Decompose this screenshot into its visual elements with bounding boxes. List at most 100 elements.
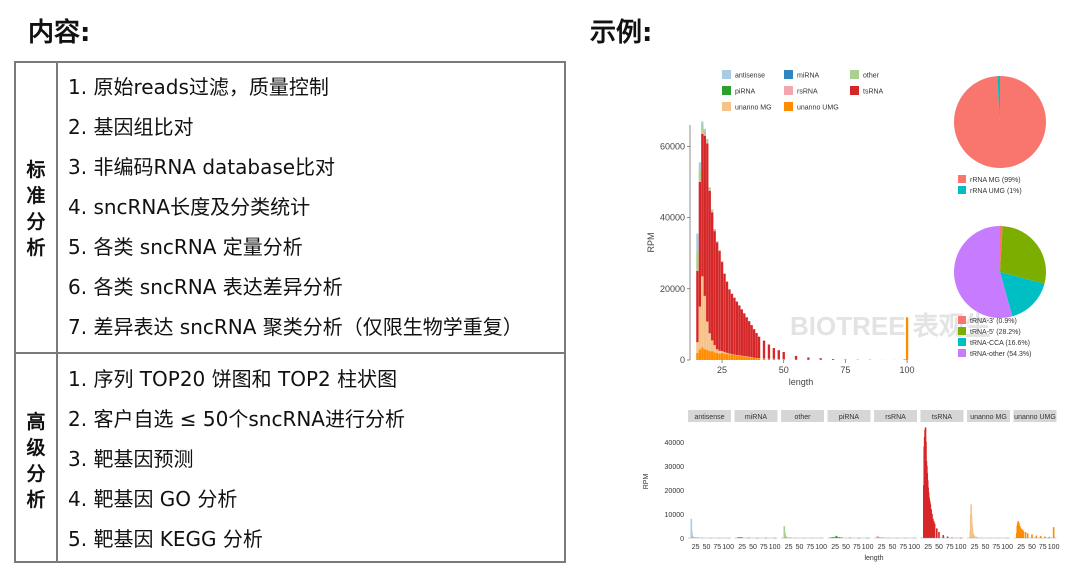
legend-label: piRNA [735,89,756,96]
bar-tsRNA [728,289,731,354]
facet-x-tick-label: 75 [806,544,814,551]
facet-bar [931,513,933,538]
bar-rsRNA [708,189,711,191]
legend-key [850,70,859,79]
bar-tsRNA [807,357,810,360]
list-item: 2. 客户自选 ≤ 50个sncRNA进行分析 [68,407,405,431]
pie-legend-label: tRNA-3' (0.9%) [970,318,1017,325]
facet-x-axis-label: length [864,555,883,562]
bar-unanno_UMG [706,350,709,360]
bar-unanno_UMG [725,353,729,360]
bar-unanno_UMG [782,359,785,360]
facet-label: antisense [695,414,725,421]
facet-bar [1035,535,1038,538]
x-axis-label: length [789,377,814,387]
bar-unanno_UMG [757,358,761,360]
facet-x-tick-label: 75 [853,544,861,551]
facet-bar [1022,530,1025,538]
facet-bar [697,537,699,538]
pie-legend-label: tRNA-other (54.3%) [970,351,1031,358]
bar-tsRNA [772,348,776,359]
facet-x-tick-label: 50 [889,544,897,551]
facet-x-tick-label: 25 [1017,544,1025,551]
example-heading: 示例: [590,18,653,48]
facet-label: piRNA [839,414,860,421]
bar-unanno_UMG [715,352,719,360]
bar-antisense [698,162,702,170]
list-item: 1. 原始reads过滤，质量控制 [68,75,329,99]
facet-label: tsRNA [932,414,953,421]
facet-bar [691,536,694,538]
bar-tsRNA [757,336,761,359]
bar-tsRNA [715,242,719,350]
list-item: 4. 靶基因 GO 分析 [68,487,238,511]
facet-strip [920,410,964,422]
bar-other [696,251,699,270]
bar-unanno_MG [723,352,726,354]
bar-tsRNA [701,133,704,277]
bar-unanno_UMG [745,356,748,360]
bar-tsRNA [730,293,734,355]
facet-y-tick-label: 10000 [665,512,685,519]
bar-unanno_MG [703,295,706,350]
content-heading: 内容: [28,18,91,48]
bar-unanno_UMG [750,357,753,360]
category-char: 分 [26,211,46,233]
facet-x-tick-label: 50 [703,544,711,551]
bar-tsRNA [703,135,706,296]
bar-unanno_UMG [723,353,726,360]
facet-bar [785,536,788,538]
facet-bar [840,537,843,538]
facet-bar [876,536,879,538]
facet-bar [1020,528,1022,538]
facet-bar [738,537,740,538]
facet-y-tick-label: 0 [680,536,684,543]
bar-rsRNA [713,230,716,232]
legend-label: rsRNA [797,89,818,96]
facet-strip [874,410,917,422]
bar-other [698,169,702,181]
table-divider-vertical [56,63,58,561]
facet-x-tick-label: 75 [713,544,721,551]
facet-x-tick-label: 75 [760,544,768,551]
bar-unanno_UMG [698,349,702,360]
facet-x-tick-label: 50 [982,544,990,551]
pie-slice-tRNACCA [1000,272,1045,317]
bar-rsRNA [720,261,724,263]
facet-bar [930,509,932,538]
list-item: 4. sncRNA长度及分类统计 [68,195,311,219]
facet-x-tick-label: 100 [815,544,827,551]
bar-other [713,228,716,231]
pie-slice-tRNAother [954,226,1013,318]
facet-x-tick-label: 25 [878,544,886,551]
pie-slice-tRNA5 [1000,226,1046,284]
bar-tsRNA [720,262,724,352]
bar-unanno_MG [706,321,709,351]
bar-unanno_MG [720,351,724,353]
pie-legend-label: tRNA-5' (28.2%) [970,329,1021,336]
category-char: 析 [26,489,46,511]
facet-x-tick-label: 75 [1039,544,1047,551]
facet-bar [1048,536,1051,538]
facet-bar [942,535,945,538]
category-char: 标 [26,159,46,181]
bar-rsRNA [706,142,709,144]
facet-x-tick-label: 50 [842,544,850,551]
bar-tsRNA [762,340,766,359]
bar-antisense [701,121,704,125]
legend-label: miRNA [797,73,819,80]
bar-rsRNA [718,250,721,252]
bar-unanno_UMG [735,355,739,360]
bar-unanno_UMG [755,358,758,360]
bar-unanno_UMG [708,351,711,360]
list-item: 1. 序列 TOP20 饼图和 TOP2 柱状图 [68,367,398,391]
facet-bar [784,535,787,538]
facet-x-tick-label: 75 [946,544,954,551]
facet-x-tick-label: 100 [769,544,781,551]
facet-bar [976,536,978,538]
facet-bar [741,537,743,538]
bar-unanno_UMG [740,356,743,360]
facet-x-tick-label: 25 [785,544,793,551]
facet-bar [830,537,832,538]
